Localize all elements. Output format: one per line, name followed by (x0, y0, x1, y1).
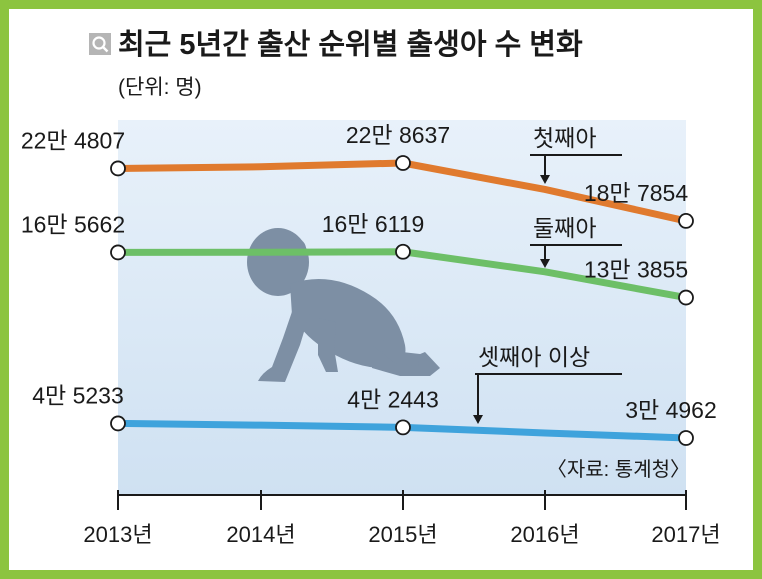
arrow-head-third (473, 415, 483, 424)
series-layer: 22만 4807 22만 8637 18만 7854 16만 5662 16만 6119… (21, 122, 717, 446)
data-point (110, 160, 126, 177)
arrow-head-first (540, 175, 550, 184)
data-point (678, 213, 694, 229)
series-label-third: 셋째아 이상 (478, 344, 590, 370)
x-tick-label: 2014년 (226, 522, 295, 547)
x-tick-label: 2016년 (510, 522, 579, 547)
source-label: 〈자료: 통계청〉 (547, 458, 690, 481)
series-label-second: 둘째아 (533, 215, 596, 241)
data-point (110, 415, 126, 432)
magnifier-icon (89, 33, 111, 55)
data-point (678, 430, 694, 446)
data-point (395, 243, 411, 260)
data-label: 16만 5662 (21, 211, 125, 237)
data-point (395, 155, 411, 171)
chart-title: 최근 5년간 출산 순위별 출생아 수 변화 (118, 28, 583, 61)
data-label: 4만 5233 (32, 382, 124, 408)
data-label: 4만 2443 (347, 386, 439, 412)
data-label: 22만 4807 (21, 127, 125, 153)
x-tick-label: 2013년 (83, 522, 152, 547)
data-point (110, 244, 126, 261)
plot-area (118, 120, 686, 495)
data-label: 18만 7854 (584, 180, 689, 206)
arrow-head-second (540, 259, 550, 268)
data-point (395, 419, 411, 436)
data-label: 13만 3855 (584, 257, 688, 283)
data-label: 16만 6119 (322, 211, 425, 237)
series-label-first: 첫째아 (533, 125, 596, 151)
x-tick-label: 2015년 (368, 522, 437, 547)
x-tick-label: 2017년 (651, 522, 720, 547)
data-label: 22만 8637 (346, 122, 450, 148)
data-label: 3만 4962 (625, 397, 717, 423)
x-axis: 2013년 2014년 2015년 2016년 2017년 (83, 490, 721, 547)
crawling-baby-icon (247, 228, 440, 382)
data-point (678, 289, 694, 306)
unit-label: (단위: 명) (118, 76, 202, 99)
